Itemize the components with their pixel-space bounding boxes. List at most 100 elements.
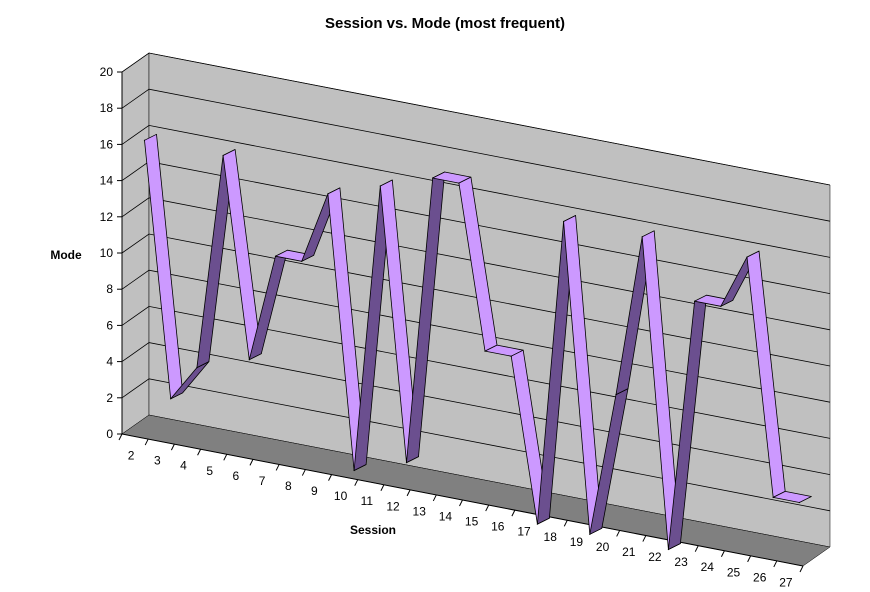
y-ticks: 0 2 4 6 8 10 12 14 16 18 20	[100, 65, 122, 441]
data-point	[641, 236, 643, 238]
data-point	[615, 394, 617, 396]
x-tick-mark	[747, 555, 752, 563]
data-point	[432, 177, 434, 179]
x-tick-label: 26	[753, 570, 767, 584]
x-tick-label: 19	[570, 535, 584, 549]
y-tick-label: 16	[100, 137, 114, 151]
data-point	[143, 139, 146, 141]
y-tick-label: 0	[106, 427, 113, 441]
x-tick-mark	[642, 535, 647, 542]
x-tick-label: 11	[361, 494, 374, 508]
x-tick-mark	[616, 530, 621, 537]
y-tick-label: 4	[106, 355, 113, 369]
x-tick-label: 21	[622, 545, 636, 559]
data-point	[563, 220, 565, 223]
x-tick-label: 8	[285, 479, 292, 493]
data-point	[274, 255, 277, 257]
x-tick-mark	[328, 474, 332, 481]
x-tick-mark	[380, 484, 385, 491]
x-tick-mark	[197, 449, 202, 456]
data-point	[458, 182, 460, 184]
x-tick-mark	[301, 469, 306, 476]
x-tick-label: 24	[701, 560, 715, 574]
chart-title: Session vs. Mode (most frequent)	[325, 15, 565, 32]
x-tick-mark	[406, 489, 411, 497]
y-tick-label: 12	[100, 210, 114, 224]
data-point	[798, 501, 801, 504]
y-tick-label: 20	[100, 65, 114, 79]
x-tick-label: 2	[128, 449, 135, 463]
x-tick-mark	[720, 550, 725, 557]
x-tick-mark	[459, 499, 463, 507]
x-tick-mark	[485, 504, 490, 512]
gridline	[121, 88, 831, 222]
x-tick-label: 17	[517, 525, 531, 539]
y-tick-label: 2	[106, 391, 113, 405]
data-point	[510, 355, 512, 357]
data-point	[720, 305, 722, 307]
ribbon-segment	[772, 490, 812, 503]
gridline	[121, 197, 831, 331]
x-tick-label: 7	[259, 474, 266, 488]
y-tick-label: 18	[100, 101, 114, 115]
x-tick-mark	[118, 433, 123, 441]
x-tick-label: 25	[727, 565, 741, 579]
gridline	[121, 124, 831, 258]
x-tick-mark	[773, 560, 778, 568]
x-tick-label: 9	[311, 484, 318, 498]
data-point	[667, 548, 670, 551]
x-tick-label: 22	[648, 550, 662, 564]
data-point	[327, 193, 329, 195]
x-tick-mark	[170, 443, 175, 451]
x-tick-label: 5	[206, 464, 213, 478]
x-tick-label: 18	[544, 530, 558, 544]
x-tick-label: 12	[386, 499, 400, 513]
y-tick-label: 14	[100, 174, 114, 188]
gridline	[121, 52, 831, 186]
gridline	[121, 305, 831, 439]
x-tick-label: 23	[674, 555, 688, 569]
ribbon-series	[143, 133, 812, 551]
x-tick-label: 6	[233, 469, 240, 483]
data-point	[694, 300, 696, 302]
data-point	[170, 398, 172, 400]
x-tick-mark	[511, 509, 516, 517]
x-tick-label: 20	[596, 540, 610, 554]
data-point	[405, 462, 408, 464]
y-tick-label: 10	[100, 246, 114, 260]
x-tick-label: 10	[334, 489, 348, 503]
data-point	[196, 367, 198, 369]
data-point	[589, 533, 591, 535]
x-tick-mark	[275, 464, 280, 471]
data-point	[353, 469, 355, 472]
x-tick-label: 15	[465, 515, 479, 529]
x-tick-mark	[354, 479, 359, 486]
x-tick-mark	[694, 545, 699, 552]
x-tick-label: 27	[779, 576, 793, 590]
data-point	[484, 350, 486, 352]
y-axis-title: Mode	[50, 248, 82, 262]
data-point	[222, 154, 224, 157]
x-tick-mark	[223, 454, 228, 461]
data-point	[536, 523, 539, 525]
x-axis-title: Session	[350, 523, 396, 537]
x-tick-mark	[563, 520, 568, 527]
y-tick-label: 6	[106, 318, 113, 332]
y-tick-label: 8	[106, 282, 113, 296]
data-point	[301, 260, 303, 262]
x-tick-mark	[249, 459, 254, 466]
gridline	[121, 269, 831, 403]
x-tick-mark	[799, 565, 804, 573]
x-tick-label: 16	[491, 520, 505, 534]
x-tick-label: 14	[439, 510, 453, 524]
x-tick-mark	[144, 438, 149, 446]
x-tick-label: 13	[413, 504, 427, 518]
data-point	[746, 256, 748, 258]
data-point	[772, 496, 774, 498]
x-ticks: 2 3 4 5 6 7 8 9 10 11 12 13 14 15 16 17 18 19 20 21 22 23 24 25…	[118, 433, 804, 590]
x-tick-label: 4	[180, 459, 187, 473]
data-point	[379, 185, 381, 187]
gridline	[121, 342, 831, 475]
gridline	[121, 233, 831, 367]
